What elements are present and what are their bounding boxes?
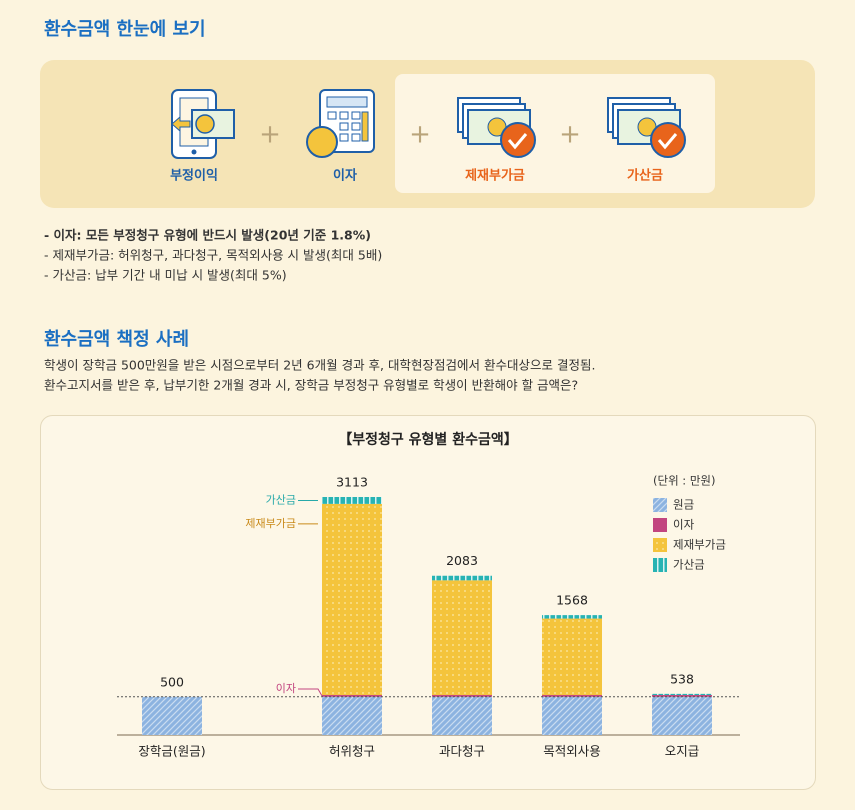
total-label: 1568 [556, 593, 588, 608]
callout-line [298, 688, 323, 697]
legend-swatch [653, 538, 667, 552]
bar-segment [322, 497, 382, 504]
legend-swatch [653, 518, 667, 532]
bar-segment [652, 693, 712, 696]
callout-label: 이자 [276, 682, 296, 695]
x-tick-label: 목적외사용 [543, 744, 601, 759]
formula-label: 가산금 [627, 168, 663, 184]
note: - 제재부가금: 허위청구, 과다청구, 목적외사용 시 발생(최대 5배) [44, 248, 382, 263]
icon-phone [171, 89, 235, 159]
formula-label: 이자 [333, 168, 357, 184]
bar-segment [322, 503, 382, 696]
legend-swatch [653, 558, 667, 572]
icon-money-check [607, 97, 686, 158]
section-title: 환수금액 한눈에 보기 [44, 18, 206, 40]
plus: + [259, 120, 281, 150]
total-label: 3113 [336, 475, 368, 490]
total-label: 538 [670, 671, 694, 686]
bar-segment [432, 695, 492, 697]
x-tick-label: 허위청구 [329, 744, 375, 759]
case-text: 학생이 장학금 500만원을 받은 시점으로부터 2년 6개월 경과 후, 대학… [44, 358, 595, 373]
formula-label: 부정이익 [170, 168, 218, 184]
bar-segment [432, 696, 492, 735]
legend-label: 제재부가금 [673, 538, 726, 552]
total-label: 500 [160, 674, 184, 689]
x-tick-label: 과다청구 [439, 744, 485, 759]
callout-label: 제재부가금 [245, 517, 296, 530]
legend-label: 원금 [673, 498, 694, 512]
callout-label: 가산금 [266, 493, 296, 506]
bar-segment [542, 696, 602, 735]
x-tick-label: 장학금(원금) [138, 744, 205, 759]
legend-label: 이자 [673, 518, 695, 532]
legend-label: 가산금 [673, 558, 705, 572]
bar-segment [542, 695, 602, 697]
bar-segment [432, 575, 492, 581]
icon-money-check [457, 97, 536, 158]
icon-calculator [306, 89, 375, 158]
chart-title: 【부정청구 유형별 환수금액】 [338, 431, 517, 448]
legend-swatch [653, 498, 667, 512]
bar-segment [542, 618, 602, 696]
note: - 이자: 모든 부정청구 유형에 반드시 발생(20년 기준 1.8%) [44, 228, 371, 243]
bar-segment [652, 695, 712, 697]
bar-segment [652, 696, 712, 735]
bar-segment [432, 580, 492, 696]
bar-segment [142, 696, 202, 735]
note: - 가산금: 납부 기간 내 미납 시 발생(최대 5%) [44, 268, 287, 283]
formula-label: 제재부가금 [465, 169, 525, 184]
chart-box [40, 415, 816, 790]
bar-segment [322, 696, 382, 735]
bar-segment [542, 615, 602, 619]
unit-label: (단위 : 만원) [653, 474, 715, 488]
case-text: 환수고지서를 받은 후, 납부기한 2개월 경과 시, 장학금 부정청구 유형별… [44, 378, 578, 393]
total-label: 2083 [446, 553, 478, 568]
x-tick-label: 오지급 [665, 744, 700, 759]
plus: + [409, 120, 431, 150]
bar-segment [322, 695, 382, 697]
plus: + [559, 120, 581, 150]
section-title: 환수금액 책정 사례 [44, 328, 189, 350]
